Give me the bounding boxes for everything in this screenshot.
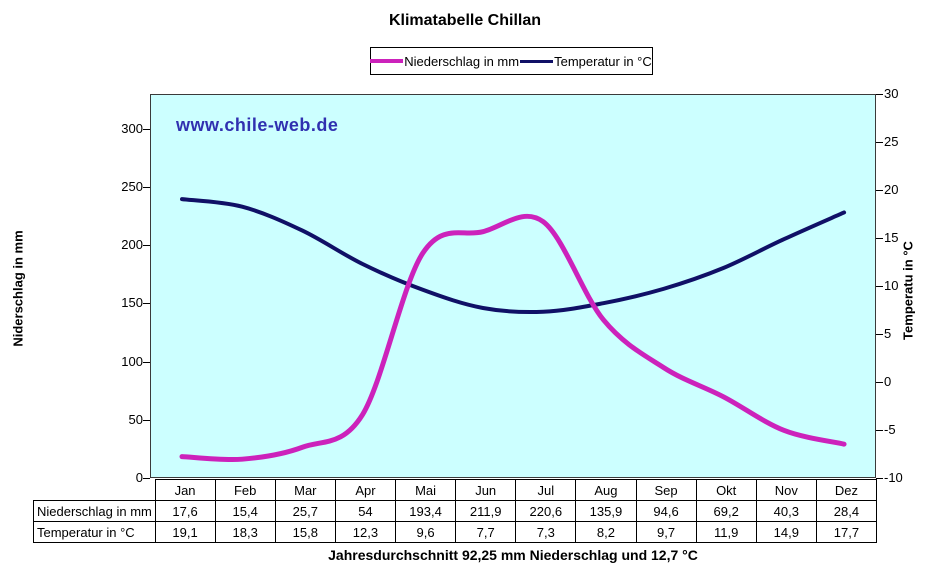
y-axis-right-tick-label: 5 [884,326,892,341]
y-axis-left-tick-label: 150 [121,295,143,311]
plot-area: www.chile-web.de [150,94,876,478]
temperature-row: Temperatur in °C 19,1 18,3 15,8 12,3 9,6 7,7 7,… [33,521,878,543]
temperature-value-cell: 14,9 [755,521,817,543]
temperature-value-cell: 17,7 [815,521,878,543]
month-header-cell: Dez [815,479,878,501]
y-axis-right-tick-mark [876,190,883,191]
precipitation-legend-swatch [370,59,404,63]
month-header-cell: Mar [274,479,336,501]
precipitation-value-cell: 54 [334,500,397,522]
month-header-cell: Jun [455,479,517,501]
y-axis-right-tick-label: -5 [884,422,896,437]
temperature-value-cell: 9,6 [394,521,457,543]
month-header-cell: Feb [214,479,276,501]
y-axis-right-tick-mark [876,478,883,479]
month-header-cell: Aug [575,479,637,501]
temperature-row-label: Temperatur in °C [33,521,156,543]
precipitation-value-cell: 94,6 [635,500,697,522]
precipitation-value-cell: 28,4 [815,500,878,522]
month-header-cell: Okt [695,479,757,501]
temperature-value-cell: 7,3 [515,521,577,543]
y-axis-right-tick-label: -10 [884,470,903,485]
precipitation-row-label: Niederschlag in mm [33,500,156,522]
precipitation-value-cell: 135,9 [575,500,637,522]
table-corner-cell [34,480,156,501]
month-header-cell: Mai [394,479,457,501]
chart-lines [179,197,847,463]
y-axis-right-tick-mark [876,382,883,383]
temperature-value-cell: 9,7 [635,521,697,543]
precipitation-value-cell: 211,9 [455,500,517,522]
precipitation-line [179,213,847,463]
y-axis-right-tick-label: 10 [884,278,899,293]
precipitation-value-cell: 69,2 [695,500,757,522]
temperature-line [179,197,847,315]
y-axis-left-tick-label: 250 [121,179,143,195]
precipitation-value-cell: 17,6 [154,500,216,522]
temperature-value-cell: 15,8 [274,521,336,543]
y-axis-left-tick-mark [143,478,150,479]
precipitation-value-cell: 25,7 [274,500,336,522]
y-axis-right-tick-mark [876,286,883,287]
temperature-value-cell: 12,3 [334,521,397,543]
left-axis-title: Niderschlag in mm [10,230,26,347]
y-axis-left-tick-label: 200 [121,237,143,253]
y-axis-left-tick-mark [143,419,150,421]
month-header-cell: Nov [755,479,817,501]
y-axis-right-tick-mark [876,94,883,95]
y-axis-left-tick-mark [143,303,150,305]
month-header-cell: Jan [154,479,216,501]
precipitation-row: Niederschlag in mm 17,6 15,4 25,7 54 193,4 211… [33,500,878,522]
y-axis-right-tick-label: 30 [884,86,899,101]
month-header-cell: Apr [334,479,397,501]
temperature-legend-label: Temperatur in °C [554,53,652,69]
y-axis-left-tick-label: 0 [135,470,143,485]
y-axis-right-tick-mark [876,238,883,239]
watermark: www.chile-web.de [176,115,339,135]
y-axis-right-tick-label: 0 [884,374,892,389]
y-axis-left-tick-mark [143,187,150,189]
y-axis-right-tick-mark [876,142,883,143]
annual-average-caption: Jahresdurchschnitt 92,25 mm Niederschlag… [328,547,698,563]
y-axis-left-tick-mark [143,245,150,247]
temperature-value-cell: 8,2 [575,521,637,543]
y-axis-right-tick-label: 20 [884,182,899,197]
month-header-cell: Sep [635,479,697,501]
climate-data-table: Jan Feb Mar Apr Mai Jun Jul Aug Sep Okt Nov Dez Nie… [33,479,878,543]
y-axis-left-tick-mark [143,361,150,363]
precipitation-value-cell: 15,4 [214,500,276,522]
y-axis-left-tick-label: 300 [121,120,143,136]
legend: Niederschlag in mm Temperatur in °C [370,47,653,75]
y-axis-right-tick-mark [876,430,883,431]
y-axis-right-tick-mark [876,334,883,335]
y-axis-right-tick-label: 25 [884,134,899,149]
y-axis-left-tick-label: 50 [128,411,143,427]
temperature-value-cell: 19,1 [154,521,216,543]
temperature-legend-swatch [520,59,554,63]
temperature-value-cell: 11,9 [695,521,757,543]
temperature-value-cell: 18,3 [214,521,276,543]
chart-title: Klimatabelle Chillan [388,12,542,29]
y-axis-right-tick-label: 15 [884,230,899,245]
month-header-cell: Jul [515,479,577,501]
month-header-row: Jan Feb Mar Apr Mai Jun Jul Aug Sep Okt Nov Dez [34,479,878,501]
precipitation-value-cell: 193,4 [394,500,457,522]
precipitation-legend-label: Niederschlag in mm [404,53,520,69]
y-axis-left-tick-mark [143,128,150,130]
precipitation-value-cell: 220,6 [515,500,577,522]
precipitation-value-cell: 40,3 [755,500,817,522]
temperature-value-cell: 7,7 [455,521,517,543]
y-axis-left-tick-label: 100 [121,353,143,369]
